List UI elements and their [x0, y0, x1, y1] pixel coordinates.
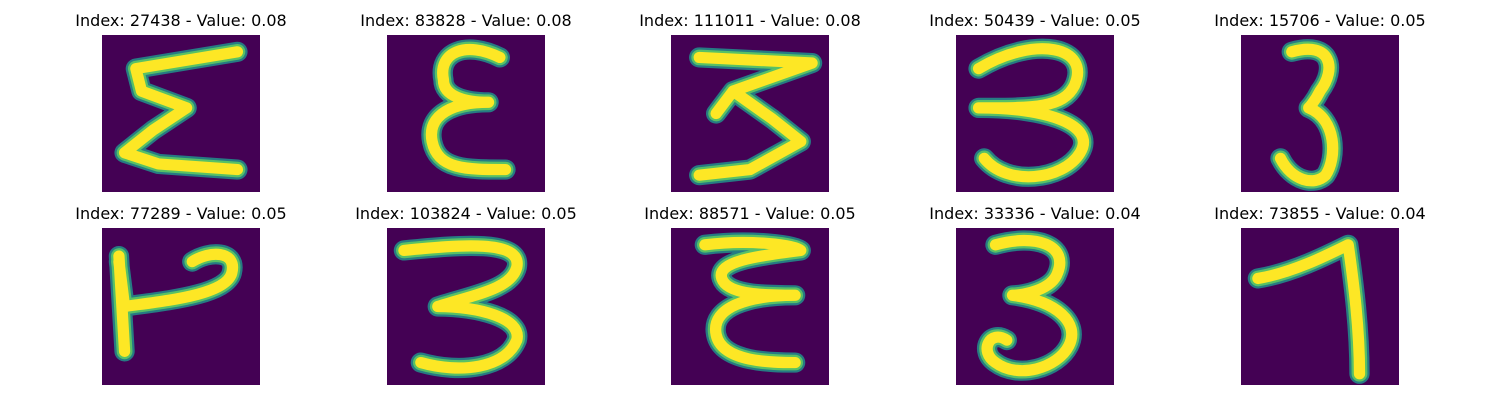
digit-glyph	[689, 47, 823, 186]
glyph-stroke-inner	[693, 51, 818, 181]
digit-image	[102, 228, 260, 385]
digit-glyph	[1270, 39, 1343, 191]
digit-glyph	[977, 230, 1082, 381]
digit-image	[102, 35, 260, 192]
panel-title: Index: 15706 - Value: 0.05	[1214, 11, 1426, 30]
panel-title: Index: 73855 - Value: 0.04	[1214, 204, 1426, 223]
glyph-stroke-inner	[699, 236, 807, 369]
glyph-stroke-inner	[972, 43, 1089, 183]
digit-glyph	[114, 41, 248, 180]
panel-title: Index: 33336 - Value: 0.04	[929, 204, 1141, 223]
panel-title: Index: 27438 - Value: 0.08	[75, 11, 287, 30]
glyph-stroke-inner	[1274, 43, 1339, 187]
digit-glyph	[421, 39, 516, 180]
digit-glyph	[694, 232, 811, 373]
panel-title: Index: 111011 - Value: 0.08	[639, 11, 861, 30]
digit-image	[1241, 228, 1399, 385]
digit-image	[671, 228, 829, 385]
glyph-stroke-inner	[981, 234, 1078, 377]
digit-image	[956, 228, 1114, 385]
digit-image	[387, 35, 545, 192]
glyph-stroke-inner	[118, 46, 244, 176]
digit-glyph	[393, 235, 528, 378]
panel-title: Index: 77289 - Value: 0.05	[75, 204, 287, 223]
glyph-stroke-inner	[1252, 239, 1366, 380]
glyph-stroke-inner	[398, 240, 523, 374]
panel-title: Index: 50439 - Value: 0.05	[929, 11, 1141, 30]
panel-title: Index: 103824 - Value: 0.05	[355, 204, 577, 223]
glyph-stroke-inner	[425, 43, 512, 176]
digit-glyph	[1247, 234, 1370, 384]
digit-glyph	[968, 38, 1094, 187]
digit-image	[1241, 35, 1399, 192]
digit-image	[671, 35, 829, 192]
digit-image	[387, 228, 545, 385]
digit-image	[956, 35, 1114, 192]
digit-glyph	[108, 244, 243, 362]
panel-title: Index: 88571 - Value: 0.05	[644, 204, 856, 223]
glyph-stroke-inner	[113, 248, 239, 357]
panel-title: Index: 83828 - Value: 0.08	[360, 11, 572, 30]
